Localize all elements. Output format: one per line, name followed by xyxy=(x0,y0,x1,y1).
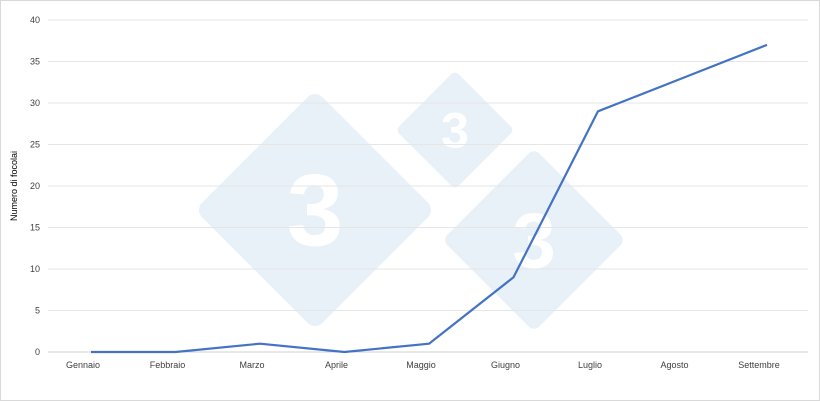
y-tick-label: 15 xyxy=(30,223,40,233)
x-tick-label: Settembre xyxy=(738,360,780,370)
y-tick-label: 20 xyxy=(30,181,40,191)
y-tick-label: 10 xyxy=(30,264,40,274)
gridlines xyxy=(48,19,808,353)
x-tick-label: Agosto xyxy=(660,360,688,370)
watermark-logo: 333 xyxy=(199,72,623,329)
watermark-tile: 3 xyxy=(445,151,623,329)
y-axis-label: Numero di focolai xyxy=(9,151,19,221)
watermark-diamond xyxy=(199,94,431,326)
y-tick-label: 25 xyxy=(30,140,40,150)
y-tick-labels: 0 5 10 15 20 25 30 35 40 xyxy=(30,15,40,357)
y-tick-label: 0 xyxy=(35,347,40,357)
watermark-diamond xyxy=(445,151,623,329)
watermark-digit: 3 xyxy=(287,154,344,268)
x-tick-label: Marzo xyxy=(239,360,264,370)
series-lines xyxy=(91,43,768,354)
watermark-diamond xyxy=(397,72,513,188)
y-tick-label: 40 xyxy=(30,15,40,25)
series-line xyxy=(91,43,768,354)
x-tick-label: Aprile xyxy=(325,360,348,370)
y-tick-label: 35 xyxy=(30,57,40,67)
x-tick-label: Luglio xyxy=(578,360,602,370)
x-tick-label: Febbraio xyxy=(150,360,186,370)
x-tick-label: Gennaio xyxy=(66,360,100,370)
y-tick-label: 5 xyxy=(35,306,40,316)
y-tick-label: 30 xyxy=(30,98,40,108)
x-tick-label: Giugno xyxy=(491,360,520,370)
watermark-tile: 3 xyxy=(199,94,431,326)
watermark-digit: 3 xyxy=(441,102,469,159)
x-tick-label: Maggio xyxy=(406,360,436,370)
x-tick-labels: Gennaio Febbraio Marzo Aprile Maggio Giugno Lu… xyxy=(66,360,780,370)
watermark-tile: 3 xyxy=(397,72,513,188)
